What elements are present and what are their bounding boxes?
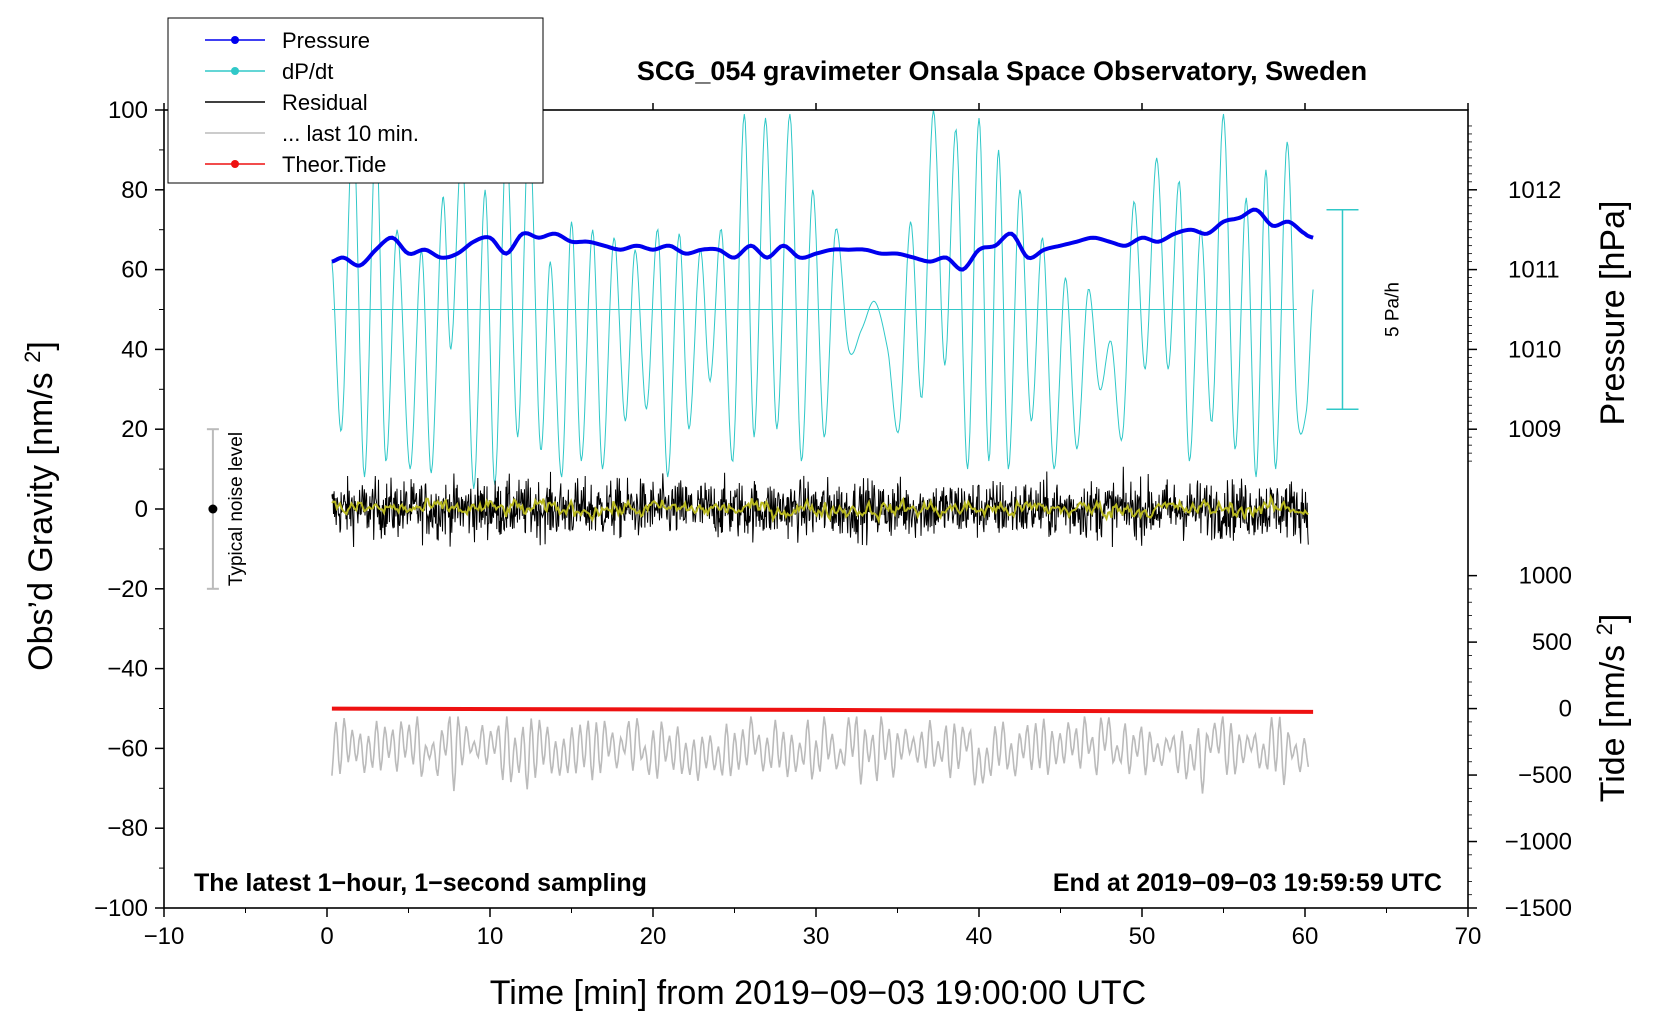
y-tick-label: 100 xyxy=(108,97,148,124)
residual-smoothed-line xyxy=(331,493,1309,525)
legend-marker xyxy=(231,160,239,168)
legend-marker xyxy=(231,67,239,75)
legend-item: ... last 10 min. xyxy=(205,121,419,146)
noise-level-marker xyxy=(206,428,219,590)
tide-tick-label: 0 xyxy=(1559,696,1572,723)
y-tick-label: −40 xyxy=(107,656,148,683)
tide-tick-label: 500 xyxy=(1532,629,1572,656)
x-tick-label: 30 xyxy=(803,923,830,950)
pressure-axis-label: Pressure [hPa] xyxy=(1594,201,1632,426)
legend-label: Residual xyxy=(282,90,368,115)
y-tick-label: −80 xyxy=(107,815,148,842)
tide-series-line xyxy=(331,706,1314,714)
y-axis-label: Obs’d Gravity [nm/s 2] xyxy=(20,341,61,671)
y-tick-label: −20 xyxy=(107,576,148,603)
x-tick-label: −10 xyxy=(144,923,185,950)
chart-title: SCG_054 gravimeter Onsala Space Observat… xyxy=(637,56,1367,86)
rate-scale-label: 5 Pa/h xyxy=(1382,282,1403,337)
annotation-bottom-right: End at 2019−09−03 19:59:59 UTC xyxy=(1053,869,1442,897)
y-tick-label: 20 xyxy=(121,416,148,443)
pressure-series-line xyxy=(331,207,1314,272)
tide-axis-ticks: −1500 −1000 −500 0 500 1000 xyxy=(1468,563,1572,922)
y-tick-label: −100 xyxy=(94,895,148,922)
y-tick-label: 80 xyxy=(121,177,148,204)
y-tick-label: 60 xyxy=(121,257,148,284)
y-tick-label: −60 xyxy=(107,735,148,762)
tide-tick-label: −1000 xyxy=(1505,829,1572,856)
legend-items: Pressure dP/dt Residual ... last 10 min. The… xyxy=(205,28,419,177)
legend-marker xyxy=(231,36,239,44)
x-tick-label: 50 xyxy=(1129,923,1156,950)
rate-scale-marker xyxy=(1326,209,1359,410)
pressure-tick-label: 1010 xyxy=(1508,336,1561,363)
pressure-tick-label: 1011 xyxy=(1508,257,1560,284)
tide-tick-label: 1000 xyxy=(1519,563,1572,590)
legend-item: Theor.Tide xyxy=(205,152,386,177)
legend: Pressure dP/dt Residual ... last 10 min. The… xyxy=(167,17,544,184)
x-tick-label: 0 xyxy=(320,923,333,950)
legend-item: Pressure xyxy=(205,28,370,53)
legend-label: Theor.Tide xyxy=(282,152,386,177)
noise-level-label: Typical noise level xyxy=(226,432,247,586)
x-axis-ticks: −10 0 10 20 30 40 50 60 70 xyxy=(144,103,1482,950)
y-tick-label: 40 xyxy=(121,336,148,363)
pressure-axis-ticks: 1009 1010 1011 1012 xyxy=(1468,125,1561,462)
x-tick-label: 40 xyxy=(966,923,993,950)
noise-level-dot xyxy=(208,504,218,514)
x-axis-label: Time [min] from 2019−09−03 19:00:00 UTC xyxy=(490,974,1146,1012)
residual-series-line xyxy=(331,466,1309,548)
tide-axis-label: Tide [nm/s 2] xyxy=(1592,614,1633,803)
legend-item: dP/dt xyxy=(205,59,333,84)
legend-label: ... last 10 min. xyxy=(282,121,419,146)
tide-tick-label: −500 xyxy=(1518,762,1572,789)
legend-label: Pressure xyxy=(282,28,370,53)
pressure-tick-label: 1009 xyxy=(1508,416,1561,443)
annotation-bottom-left: The latest 1−hour, 1−second sampling xyxy=(194,869,647,897)
series-layer xyxy=(331,109,1314,794)
legend-item: Residual xyxy=(205,90,368,115)
x-tick-label: 60 xyxy=(1292,923,1319,950)
y-axis-ticks: −100 −80 −60 −40 −20 0 20 40 60 80 100 xyxy=(94,97,164,922)
pressure-tick-label: 1012 xyxy=(1508,177,1561,204)
x-tick-label: 70 xyxy=(1455,923,1482,950)
legend-label: dP/dt xyxy=(282,59,333,84)
tide-tick-label: −1500 xyxy=(1505,895,1572,922)
x-tick-label: 20 xyxy=(640,923,667,950)
last-10-min-series-line xyxy=(331,716,1310,794)
x-tick-label: 10 xyxy=(477,923,504,950)
y-tick-label: 0 xyxy=(135,496,148,523)
legend-box xyxy=(167,17,544,184)
